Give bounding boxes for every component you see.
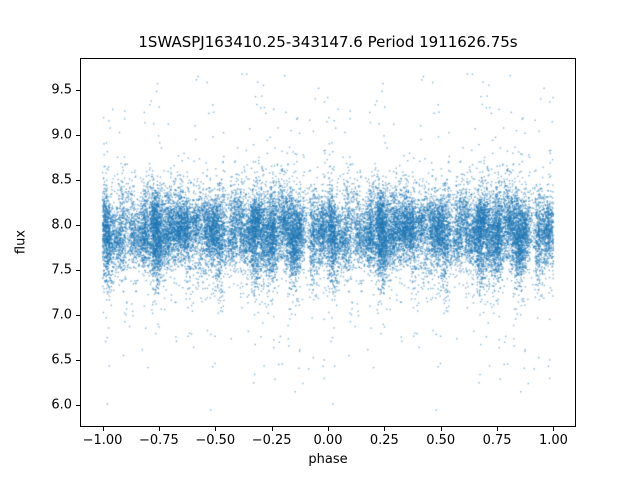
y-tick-mark	[76, 359, 80, 361]
x-tick-label: −0.50	[195, 433, 236, 448]
y-tick-label: 7.0	[51, 307, 72, 323]
chart-title: 1SWASPJ163410.25-343147.6 Period 1911626…	[138, 33, 518, 51]
x-tick-label: −1.00	[82, 433, 123, 448]
y-axis-label: flux	[13, 229, 29, 255]
x-tick-label: 0.00	[313, 433, 343, 448]
y-tick-label: 8.5	[51, 172, 72, 188]
x-axis-label: phase	[308, 452, 348, 467]
x-tick-mark	[384, 427, 386, 431]
y-tick-label: 6.5	[51, 352, 72, 368]
x-tick-mark	[497, 427, 499, 431]
x-tick-mark	[328, 427, 329, 431]
x-tick-label: 1.00	[538, 433, 568, 448]
y-tick-label: 6.0	[51, 397, 72, 413]
y-tick-mark	[76, 269, 80, 271]
x-tick-mark	[102, 427, 104, 431]
x-tick-mark	[440, 427, 442, 431]
y-tick-mark	[76, 404, 80, 406]
x-tick-label: 0.25	[369, 433, 399, 448]
y-tick-label: 9.0	[51, 127, 72, 143]
y-tick-label: 9.5	[51, 82, 72, 98]
y-tick-mark	[76, 314, 80, 316]
x-tick-mark	[215, 427, 217, 431]
y-tick-label: 8.0	[51, 217, 72, 233]
y-tick-label: 7.5	[51, 262, 72, 278]
x-tick-mark	[271, 427, 273, 431]
y-tick-mark	[76, 224, 80, 226]
x-tick-mark	[553, 427, 555, 431]
y-tick-mark	[76, 180, 80, 182]
x-tick-label: 0.50	[426, 433, 456, 448]
x-tick-label: −0.75	[138, 433, 179, 448]
scatter-points-canvas	[81, 59, 575, 426]
x-tick-mark	[158, 427, 160, 431]
x-tick-label: 0.75	[482, 433, 512, 448]
plot-area	[80, 58, 576, 427]
y-tick-mark	[76, 135, 80, 137]
x-tick-label: −0.25	[251, 433, 292, 448]
y-tick-mark	[76, 90, 80, 92]
